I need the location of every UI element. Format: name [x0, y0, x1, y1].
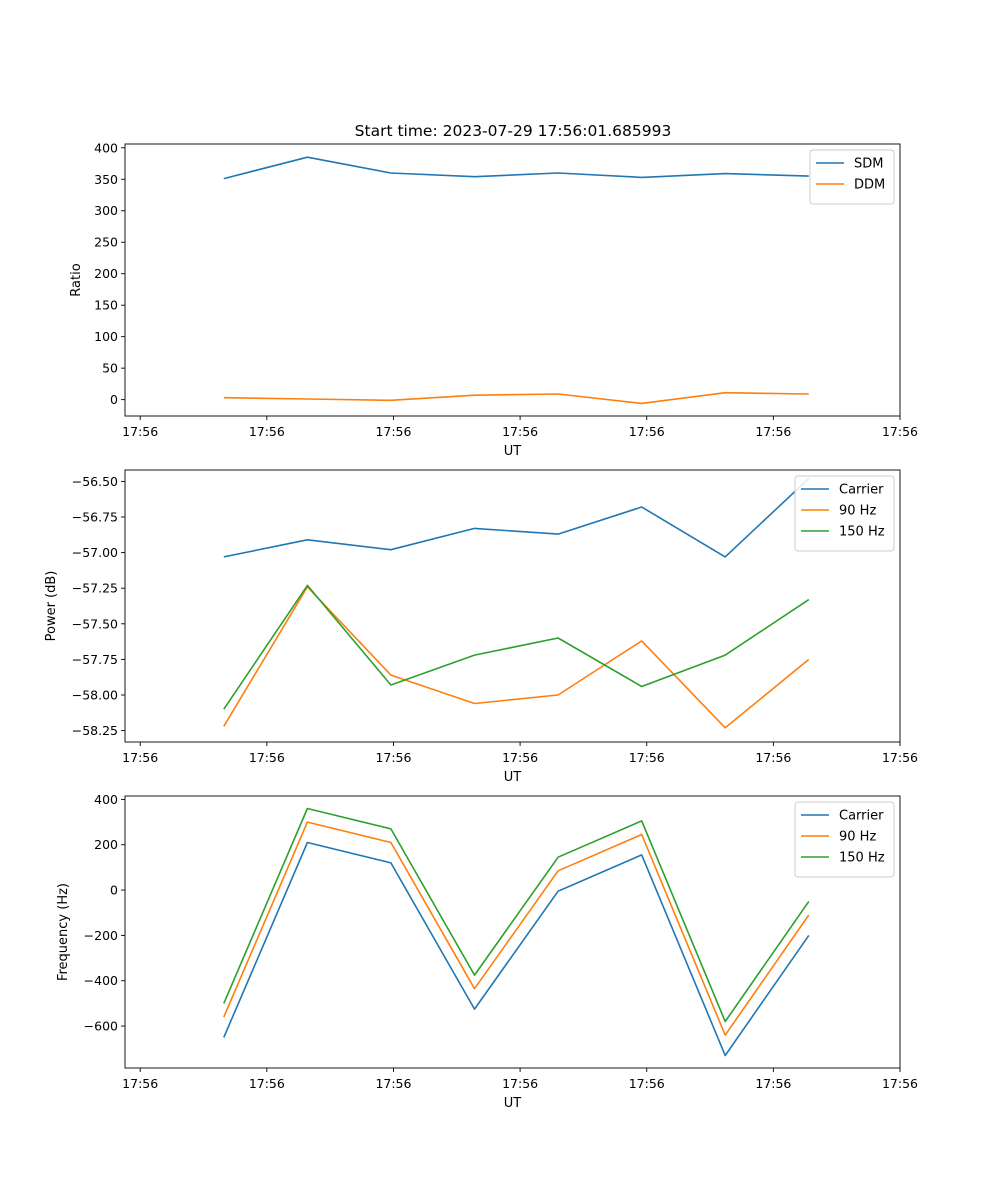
- plot-frame: [124, 469, 901, 743]
- x-tick-label: 17:56: [249, 1076, 285, 1091]
- x-tick-label: 17:56: [629, 424, 665, 439]
- x-tick-label: 17:56: [502, 1076, 538, 1091]
- legend-box: [794, 801, 895, 878]
- x-tick-label: 17:56: [882, 750, 918, 765]
- y-axis-label: Power (dB): [44, 571, 59, 642]
- y-tick-label: 400: [94, 140, 118, 155]
- y-tick-label: 0: [110, 392, 118, 407]
- legend: Carrier 90 Hz 150 Hz: [794, 475, 895, 552]
- x-tick-label: 17:56: [249, 424, 285, 439]
- y-tick-label: −58.00: [72, 688, 118, 703]
- x-tick-label: 17:56: [375, 424, 411, 439]
- legend: SDM DDM: [809, 149, 895, 205]
- x-axis-label: UT: [504, 770, 522, 785]
- y-tick-label: 0: [110, 883, 118, 898]
- y-tick-label: −57.75: [72, 652, 118, 667]
- series-line-90-hz: [223, 821, 810, 1036]
- y-axis-label: Ratio: [69, 263, 84, 296]
- series-line-150-hz: [223, 807, 810, 1023]
- legend-label-carrier: Carrier: [839, 809, 884, 824]
- x-tick-label: 17:56: [375, 1076, 411, 1091]
- x-tick-label: 17:56: [502, 424, 538, 439]
- figure-title: Start time: 2023-07-29 17:56:01.685993: [355, 122, 672, 140]
- y-tick-label: 200: [94, 266, 118, 281]
- series-line-carrier: [223, 477, 810, 558]
- y-tick-label: −57.25: [72, 581, 118, 596]
- plot-frame: [124, 143, 901, 417]
- y-tick-label: −200: [84, 928, 118, 943]
- y-axis-label: Frequency (Hz): [56, 883, 71, 981]
- panel-3: 17:56 17:56 17:56 17:56 17:56 17:56 17:56 −600 −…: [56, 792, 918, 1111]
- x-tick-label: 17:56: [249, 750, 285, 765]
- x-tick-label: 17:56: [122, 424, 158, 439]
- y-tick-label: 350: [94, 172, 118, 187]
- plot-frame: [124, 795, 901, 1069]
- x-tick-label: 17:56: [882, 424, 918, 439]
- x-tick-label: 17:56: [502, 750, 538, 765]
- x-axis-label: UT: [504, 1096, 522, 1111]
- panel-1: 17:56 17:56 17:56 17:56 17:56 17:56 17:56 0 50 10…: [69, 140, 918, 459]
- y-tick-label: 50: [102, 361, 118, 376]
- x-tick-label: 17:56: [375, 750, 411, 765]
- legend-box: [794, 475, 895, 552]
- series-line-sdm: [223, 156, 809, 180]
- y-tick-label: 250: [94, 235, 118, 250]
- x-tick-label: 17:56: [629, 750, 665, 765]
- legend: Carrier 90 Hz 150 Hz: [794, 801, 895, 878]
- y-tick-label: 300: [94, 203, 118, 218]
- series-line-carrier: [223, 841, 810, 1057]
- x-tick-label: 17:56: [122, 750, 158, 765]
- y-tick-label: −57.00: [72, 545, 118, 560]
- legend-label-sdm: SDM: [854, 157, 883, 172]
- x-tick-label: 17:56: [122, 1076, 158, 1091]
- chart-panels: 17:56 17:56 17:56 17:56 17:56 17:56 17:56 0 50 10…: [44, 140, 918, 1111]
- series-line-ddm: [223, 391, 809, 405]
- y-tick-label: −58.25: [72, 723, 118, 738]
- y-tick-label: −57.50: [72, 616, 118, 631]
- x-tick-label: 17:56: [755, 1076, 791, 1091]
- x-tick-label: 17:56: [755, 424, 791, 439]
- y-tick-label: 100: [94, 329, 118, 344]
- legend-label-90-hz: 90 Hz: [839, 830, 876, 845]
- x-tick-label: 17:56: [882, 1076, 918, 1091]
- y-tick-label: −56.75: [72, 509, 118, 524]
- x-tick-label: 17:56: [755, 750, 791, 765]
- y-tick-label: −56.50: [72, 474, 118, 489]
- y-tick-label: 150: [94, 298, 118, 313]
- x-axis-label: UT: [504, 444, 522, 459]
- legend-label-150-hz: 150 Hz: [839, 525, 885, 540]
- y-tick-label: 400: [94, 792, 118, 807]
- y-tick-label: −600: [84, 1019, 118, 1034]
- legend-label-carrier: Carrier: [839, 483, 884, 498]
- x-tick-label: 17:56: [629, 1076, 665, 1091]
- series-line-150-hz: [223, 584, 810, 710]
- legend-label-150-hz: 150 Hz: [839, 851, 885, 866]
- y-tick-label: 200: [94, 837, 118, 852]
- y-tick-label: −400: [84, 973, 118, 988]
- panel-2: 17:56 17:56 17:56 17:56 17:56 17:56 17:56 −58.2…: [44, 469, 918, 785]
- legend-label-90-hz: 90 Hz: [839, 504, 876, 519]
- legend-label-ddm: DDM: [854, 178, 885, 193]
